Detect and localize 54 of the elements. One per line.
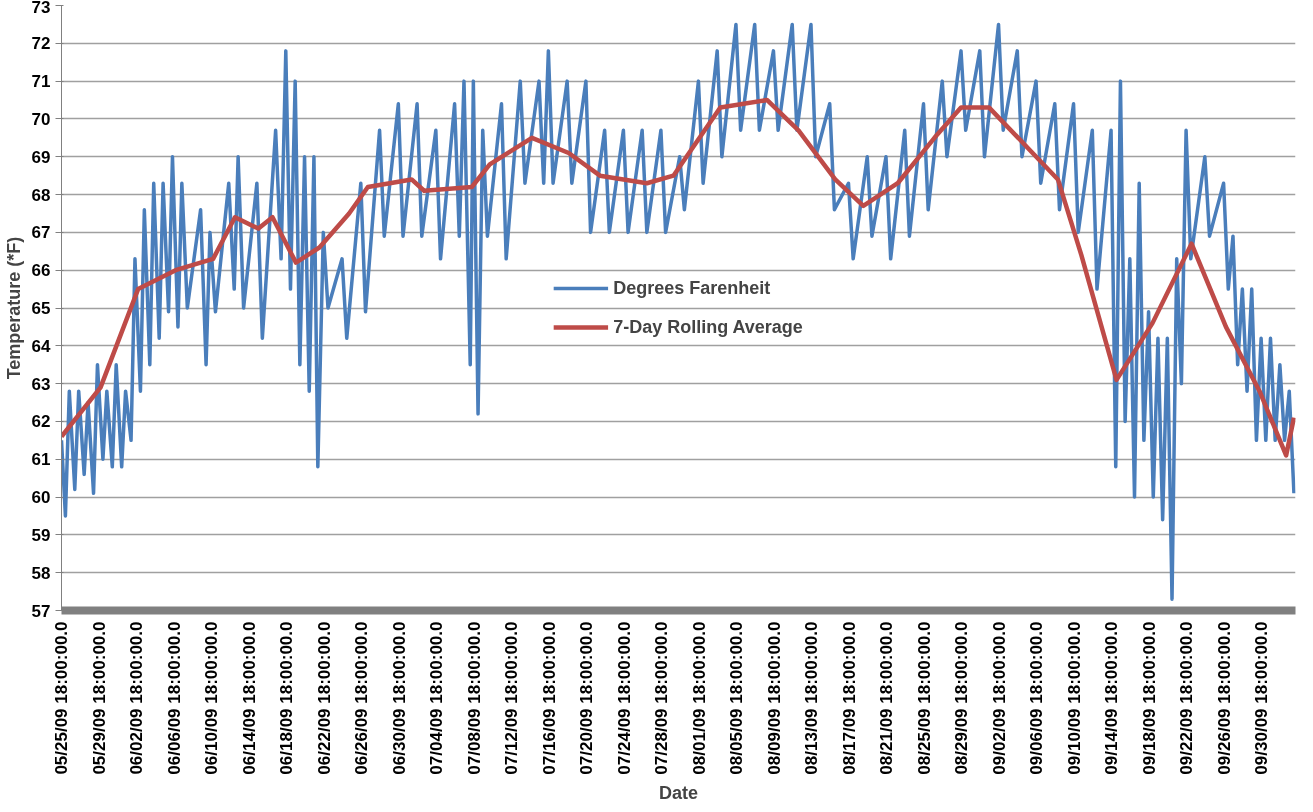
x-axis-title: Date [658, 782, 699, 803]
y-tick-label: 62 [31, 412, 51, 432]
legend-label: 7-Day Rolling Average [613, 316, 803, 338]
x-tick-label: 07/20/09 18:00:00.0 [577, 621, 597, 775]
x-tick-label: 07/16/09 18:00:00.0 [539, 621, 559, 775]
x-tick-label: 08/05/09 18:00:00.0 [727, 621, 747, 775]
x-tick-label: 07/24/09 18:00:00.0 [614, 621, 634, 775]
x-tick-label: 08/17/09 18:00:00.0 [839, 621, 859, 775]
x-tick-label: 09/06/09 18:00:00.0 [1027, 621, 1047, 775]
x-tick-label: 08/21/09 18:00:00.0 [877, 621, 897, 775]
y-tick-label: 72 [31, 34, 51, 54]
x-tick-label: 07/12/09 18:00:00.0 [502, 621, 522, 775]
y-axis-title: Temperature (*F) [3, 236, 24, 380]
y-tick-label: 60 [31, 488, 51, 508]
x-tick-label: 09/26/09 18:00:00.0 [1214, 621, 1234, 775]
x-tick-label: 05/29/09 18:00:00.0 [89, 621, 109, 775]
x-tick-label: 08/13/09 18:00:00.0 [802, 621, 822, 775]
x-tick-label: 05/25/09 18:00:00.0 [52, 621, 71, 775]
x-tick-label: 06/02/09 18:00:00.0 [127, 621, 147, 775]
y-tick-label: 59 [31, 525, 51, 545]
x-tick-label: 07/04/09 18:00:00.0 [427, 621, 447, 775]
x-tick-label: 06/10/09 18:00:00.0 [202, 621, 222, 775]
x-tick-label: 06/14/09 18:00:00.0 [239, 621, 259, 775]
x-tick-label: 07/28/09 18:00:00.0 [652, 621, 672, 775]
x-tick-label: 09/22/09 18:00:00.0 [1177, 621, 1197, 775]
x-tick-label: 06/26/09 18:00:00.0 [352, 621, 372, 775]
y-tick-label: 69 [31, 147, 51, 167]
x-tick-label: 06/22/09 18:00:00.0 [314, 621, 334, 775]
x-tick-label: 07/08/09 18:00:00.0 [464, 621, 484, 775]
y-tick-label: 63 [31, 374, 51, 394]
x-tick-label: 08/09/09 18:00:00.0 [764, 621, 784, 775]
legend-label: Degrees Farenheit [613, 277, 771, 299]
y-tick-label: 67 [31, 223, 51, 243]
x-tick-label: 09/14/09 18:00:00.0 [1102, 621, 1122, 775]
y-tick-label: 65 [31, 299, 51, 318]
x-tick-label: 06/06/09 18:00:00.0 [164, 621, 184, 775]
x-tick-label: 09/18/09 18:00:00.0 [1139, 621, 1159, 775]
y-tick-label: 58 [31, 563, 51, 583]
x-tick-label: 09/10/09 18:00:00.0 [1064, 621, 1084, 775]
y-tick-label: 57 [31, 601, 51, 621]
y-tick-label: 68 [31, 185, 51, 205]
y-tick-label: 70 [31, 109, 51, 129]
y-tick-label: 61 [31, 450, 51, 470]
y-tick-label: 71 [31, 72, 51, 92]
y-tick-label: 73 [31, 0, 51, 17]
x-tick-label: 09/02/09 18:00:00.0 [989, 621, 1009, 775]
x-tick-label: 08/25/09 18:00:00.0 [914, 621, 934, 775]
x-tick-label: 06/30/09 18:00:00.0 [389, 621, 409, 775]
y-tick-label: 66 [31, 261, 51, 281]
x-tick-label: 08/01/09 18:00:00.0 [689, 621, 709, 775]
y-tick-label: 64 [31, 336, 52, 356]
x-tick-label: 09/30/09 18:00:00.0 [1252, 621, 1272, 775]
x-tick-label: 08/29/09 18:00:00.0 [952, 621, 972, 775]
x-tick-label: 06/18/09 18:00:00.0 [277, 621, 297, 775]
